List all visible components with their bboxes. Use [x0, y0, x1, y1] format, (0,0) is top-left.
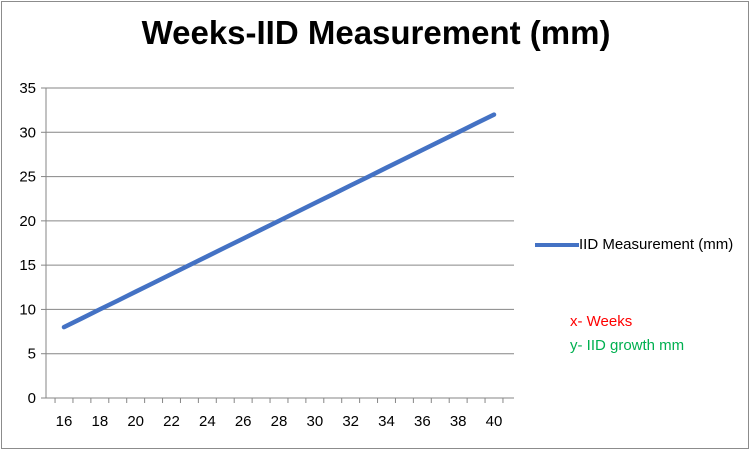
x-tick-label: 38 — [450, 413, 467, 430]
y-tick-label: 25 — [19, 169, 36, 186]
y-tick-label: 30 — [19, 124, 36, 141]
y-tick-label: 10 — [19, 301, 36, 318]
axes — [41, 87, 514, 403]
x-tick-label: 36 — [414, 413, 431, 430]
x-tick-label: 22 — [163, 413, 180, 430]
y-tick-label: 5 — [28, 346, 36, 363]
legend-label: IID Measurement (mm) — [579, 236, 734, 253]
x-tick-label: 40 — [486, 413, 503, 430]
chart-title: Weeks-IID Measurement (mm) — [141, 14, 611, 51]
y-tick-label: 35 — [19, 80, 36, 97]
y-tick-label: 0 — [28, 390, 36, 407]
x-tick-label: 30 — [306, 413, 323, 430]
x-axis-note: x- Weeks — [570, 313, 633, 330]
legend: IID Measurement (mm) — [535, 234, 745, 256]
y-tick-label: 15 — [19, 257, 36, 274]
y-tick-label: 20 — [19, 213, 36, 230]
x-tick-label: 34 — [378, 413, 395, 430]
y-axis-note: y- IID growth mm — [570, 337, 685, 354]
x-tick-label: 20 — [127, 413, 144, 430]
x-tick-label: 28 — [271, 413, 288, 430]
legend-swatch — [535, 243, 579, 247]
x-tick-label: 24 — [199, 413, 216, 430]
legend-item: IID Measurement (mm) — [535, 234, 745, 256]
gridlines — [46, 87, 514, 355]
x-tick-label: 18 — [91, 413, 108, 430]
x-tick-labels: 16 18 20 22 24 26 28 30 32 34 36 38 40 — [56, 413, 503, 430]
x-tick-label: 32 — [342, 413, 359, 430]
x-tick-label: 26 — [235, 413, 252, 430]
series-layer — [61, 112, 497, 330]
y-tick-labels: 0 5 10 15 20 25 30 35 — [19, 80, 36, 407]
x-tick-label: 16 — [56, 413, 73, 430]
